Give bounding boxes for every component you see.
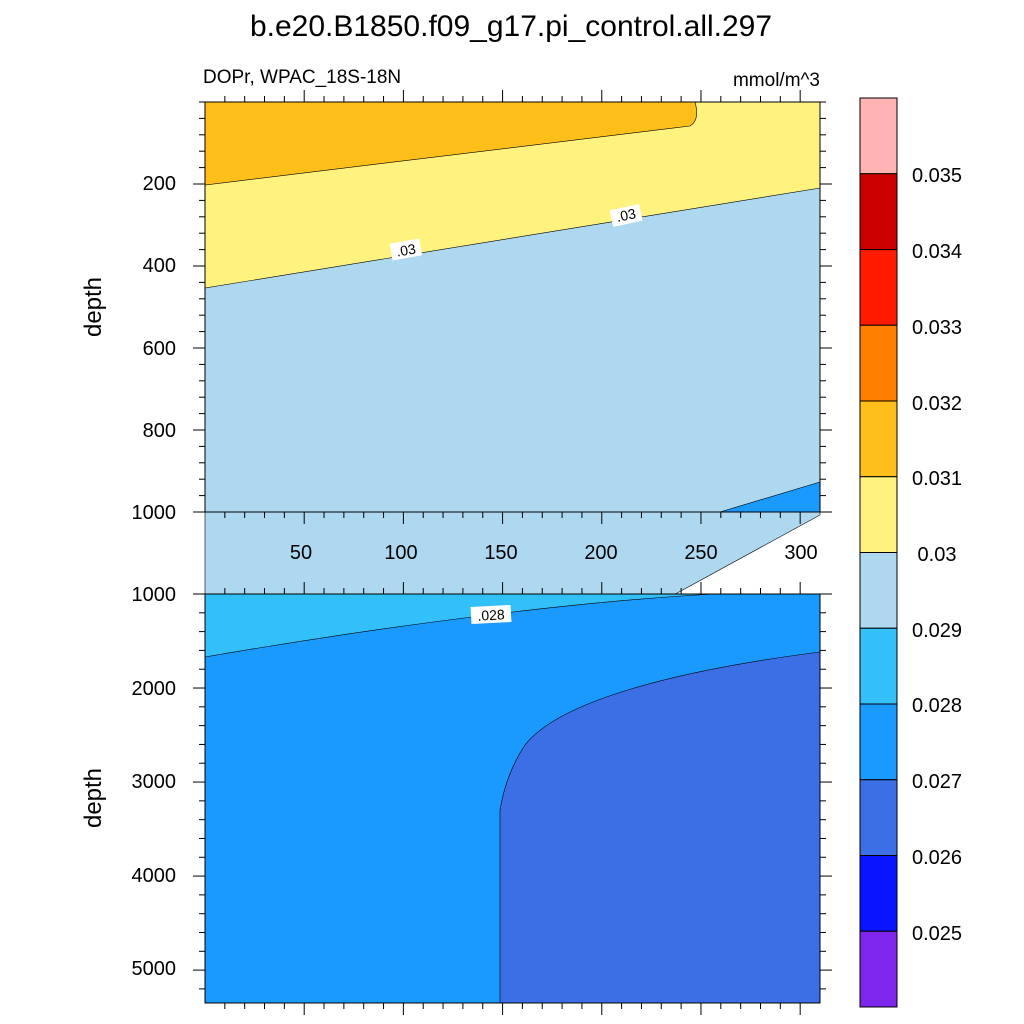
upper-plot-frame bbox=[204, 101, 821, 513]
upper-xtick-label: 50 bbox=[290, 542, 312, 564]
lower-contour-label-1: .028 bbox=[470, 604, 512, 625]
colorbar-box bbox=[859, 930, 898, 1008]
colorbar-tick-label: 0.029 bbox=[912, 620, 962, 642]
colorbar-box bbox=[859, 779, 898, 856]
colorbar-box bbox=[859, 627, 898, 705]
lower-ytick-label: 1000 bbox=[132, 584, 177, 606]
upper-xtick-label: 300 bbox=[784, 542, 817, 564]
colorbar-box bbox=[859, 855, 898, 932]
region-lower-0.026-0.027 bbox=[499, 651, 821, 1004]
upper-ylabel: depth bbox=[80, 277, 107, 337]
lower-ylabel: depth bbox=[80, 768, 107, 828]
upper-xtick-label: 200 bbox=[584, 542, 617, 564]
upper-ytick-label: 1000 bbox=[132, 502, 177, 524]
colorbar-tick-label: 0.031 bbox=[912, 468, 962, 490]
colorbar-box bbox=[859, 97, 898, 175]
lower-ytick-label: 3000 bbox=[132, 771, 177, 793]
colorbar-tick-label: 0.026 bbox=[912, 847, 962, 869]
colorbar-box bbox=[859, 249, 898, 326]
lower-plot-frame bbox=[204, 593, 821, 1004]
colorbar-tick-label: 0.028 bbox=[912, 695, 962, 717]
figure-title: b.e20.B1850.f09_g17.pi_control.all.297 bbox=[250, 10, 772, 43]
upper-xtick-label: 150 bbox=[484, 542, 517, 564]
colorbar-tick-label: 0.03 bbox=[918, 544, 957, 566]
lower-panel: .028 1000 2000 3000 4000 5000 depth bbox=[80, 582, 832, 1015]
colorbar-box bbox=[859, 173, 898, 250]
lower-ytick-label: 2000 bbox=[132, 678, 177, 700]
colorbar-box bbox=[859, 476, 898, 553]
lower-contour-label-1-text: .028 bbox=[477, 606, 505, 623]
upper-xtick-label: 100 bbox=[384, 542, 417, 564]
colorbar-tick-label: 0.033 bbox=[912, 317, 962, 339]
subtitle-units: mmol/m^3 bbox=[733, 70, 820, 91]
colorbar-box bbox=[859, 552, 898, 629]
colorbar-tick-label: 0.032 bbox=[912, 393, 962, 415]
colorbar-box bbox=[859, 324, 898, 402]
lower-ytick-label: 5000 bbox=[132, 958, 177, 980]
upper-xtick-label: 250 bbox=[684, 542, 717, 564]
upper-ytick-label: 400 bbox=[143, 255, 176, 277]
colorbar-tick-label: 0.025 bbox=[912, 923, 962, 945]
upper-ytick-label: 800 bbox=[143, 420, 176, 442]
colorbar-box bbox=[859, 400, 898, 478]
upper-contour-label-2: .03 bbox=[609, 204, 643, 227]
lower-ytick-label: 4000 bbox=[132, 865, 177, 887]
colorbar: 0.035 0.034 0.033 0.032 0.031 0.03 0.029… bbox=[859, 97, 962, 1008]
colorbar-tick-label: 0.034 bbox=[912, 241, 962, 263]
upper-ytick-label: 600 bbox=[143, 338, 176, 360]
colorbar-tick-label: 0.035 bbox=[912, 165, 962, 187]
upper-contour-label-1-text: .03 bbox=[395, 240, 417, 259]
lower-ticks bbox=[193, 582, 832, 1015]
upper-contour-label-2-text: .03 bbox=[615, 205, 638, 225]
colorbar-boxes bbox=[859, 97, 898, 1008]
region-upper-0.031-0.032 bbox=[204, 101, 697, 186]
upper-ytick-label: 200 bbox=[143, 173, 176, 195]
colorbar-tick-label: 0.027 bbox=[912, 771, 962, 793]
upper-ticks bbox=[193, 90, 832, 524]
subtitle-variable-region: DOPr, WPAC_18S-18N bbox=[203, 67, 401, 88]
colorbar-box bbox=[859, 703, 898, 781]
upper-contour-label-1: .03 bbox=[389, 238, 423, 261]
